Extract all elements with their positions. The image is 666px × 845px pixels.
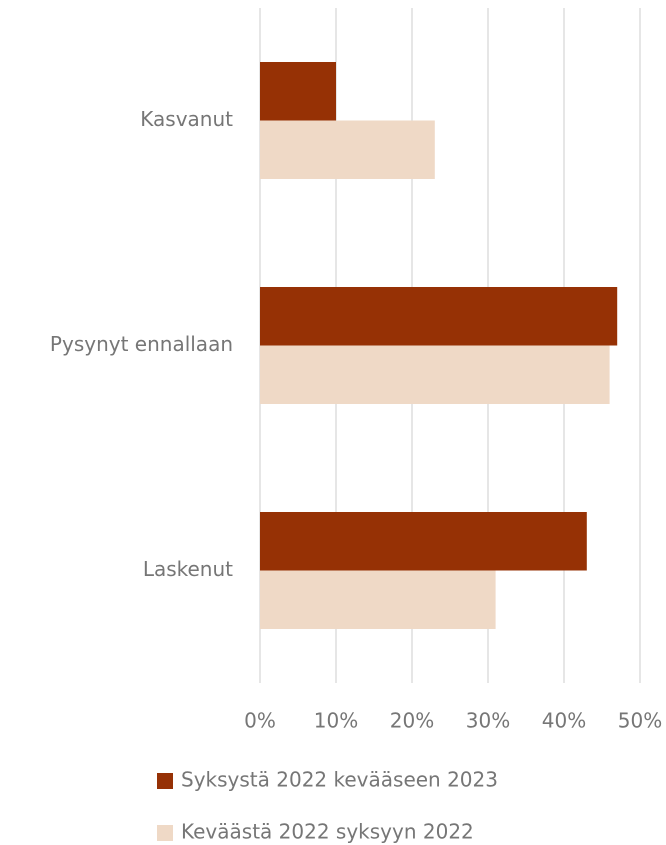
bar xyxy=(260,120,435,179)
bar xyxy=(260,287,618,346)
legend-swatch xyxy=(157,773,173,789)
bar xyxy=(260,345,610,404)
x-tick-label: 50% xyxy=(618,709,662,733)
x-tick-label: 30% xyxy=(466,709,510,733)
legend-label: Syksystä 2022 kevääseen 2023 xyxy=(181,768,498,792)
bar xyxy=(260,570,496,629)
legend-label: Keväästä 2022 syksyyn 2022 xyxy=(181,820,474,844)
bar xyxy=(260,512,587,571)
bar xyxy=(260,62,336,121)
x-tick-label: 0% xyxy=(244,709,276,733)
x-tick-label: 20% xyxy=(390,709,434,733)
y-tick-label: Kasvanut xyxy=(140,107,233,131)
x-tick-label: 10% xyxy=(314,709,358,733)
y-tick-label: Pysynyt ennallaan xyxy=(50,332,233,356)
x-tick-label: 40% xyxy=(542,709,586,733)
legend-swatch xyxy=(157,825,173,841)
y-tick-label: Laskenut xyxy=(143,557,233,581)
